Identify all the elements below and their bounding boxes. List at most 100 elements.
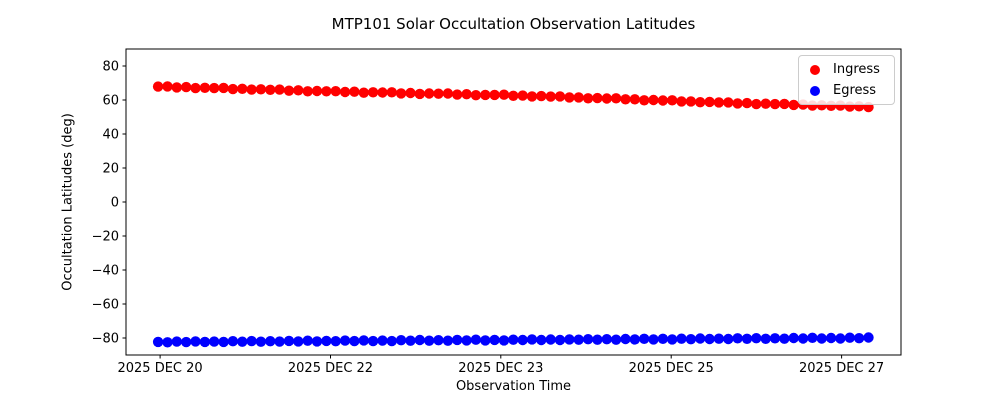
legend-label-ingress: Ingress [833, 62, 880, 77]
ingress-data-point [302, 86, 313, 97]
egress-data-point [835, 333, 846, 344]
ingress-data-point [751, 98, 762, 110]
egress-data-point [265, 336, 276, 347]
ingress-data-point [713, 97, 725, 108]
egress-data-point [788, 332, 799, 344]
ingress-data-point [554, 91, 566, 102]
egress-data-point [769, 333, 781, 344]
egress-data-point [517, 334, 528, 346]
ingress-data-point [592, 92, 603, 104]
egress-data-point [480, 335, 491, 346]
egress-data-point [171, 336, 182, 347]
egress-data-point [592, 334, 603, 345]
ingress-data-point [620, 94, 631, 105]
egress-data-point [816, 333, 827, 344]
egress-data-point [582, 334, 594, 345]
ingress-data-point [610, 93, 622, 104]
egress-marker-icon [810, 85, 820, 96]
egress-data-point [667, 334, 678, 345]
ingress-data-point [433, 88, 444, 99]
y-tick-label: 80 [102, 60, 119, 75]
egress-data-point [339, 335, 351, 346]
egress-data-point [358, 335, 369, 346]
egress-data-point [199, 336, 211, 348]
egress-data-point [685, 334, 697, 345]
ingress-data-point [526, 91, 538, 102]
ingress-data-point [489, 89, 500, 101]
egress-data-point [442, 335, 454, 346]
ingress-data-point [255, 84, 267, 95]
egress-data-point [237, 336, 248, 347]
egress-data-point [704, 333, 715, 345]
ingress-data-point [536, 90, 547, 102]
y-tick-label: 60 [102, 94, 119, 109]
ingress-data-point [760, 98, 771, 109]
egress-data-point [498, 335, 510, 346]
ingress-data-point [667, 95, 678, 106]
legend-item-ingress: Ingress [805, 60, 888, 79]
ingress-data-point [582, 93, 594, 104]
ingress-data-point [676, 96, 687, 107]
x-tick-label: 2025 DEC 23 [458, 361, 543, 376]
ingress-data-point [321, 86, 332, 97]
egress-data-point [526, 334, 538, 345]
y-axis-label: Occultation Latitudes (deg) [60, 113, 76, 291]
ingress-data-point [685, 96, 697, 107]
egress-data-point [610, 334, 622, 345]
ingress-data-point [283, 85, 295, 96]
ingress-data-point [442, 88, 454, 99]
ingress-data-point [424, 88, 435, 99]
ingress-data-point [573, 92, 584, 103]
ingress-data-point [395, 88, 407, 99]
x-tick-label: 2025 DEC 27 [799, 361, 884, 376]
egress-data-point [321, 335, 332, 347]
egress-data-point [732, 333, 743, 344]
ingress-data-point [517, 90, 528, 101]
egress-data-point [629, 334, 640, 345]
egress-data-point [152, 336, 164, 348]
ingress-data-point [545, 91, 556, 102]
ingress-data-point [639, 95, 650, 106]
egress-data-point [181, 336, 192, 348]
egress-data-point [853, 333, 865, 344]
ingress-data-point [508, 90, 519, 102]
egress-data-point [489, 334, 500, 346]
egress-data-point [825, 332, 837, 344]
ingress-data-point [386, 87, 397, 98]
ingress-data-point [162, 81, 173, 92]
ingress-data-point [181, 81, 192, 93]
egress-data-point [218, 336, 229, 348]
ingress-data-point [564, 92, 575, 103]
egress-data-point [424, 335, 435, 346]
egress-data-point [349, 335, 360, 347]
ingress-data-point [788, 99, 799, 111]
egress-data-point [760, 333, 771, 344]
egress-data-point [601, 334, 612, 345]
egress-data-point [452, 334, 463, 346]
egress-data-point [779, 333, 790, 344]
ingress-marker-icon [810, 64, 820, 75]
ingress-data-point [367, 87, 379, 98]
ingress-data-point [199, 82, 211, 94]
ingress-data-point [237, 83, 248, 95]
ingress-data-point [648, 94, 659, 106]
ingress-data-point [498, 89, 510, 100]
ingress-data-point [152, 81, 164, 92]
ingress-data-point [769, 98, 781, 110]
egress-data-point [554, 334, 566, 346]
egress-data-point [536, 334, 547, 346]
ingress-data-point [246, 84, 257, 95]
egress-data-point [657, 333, 669, 344]
ingress-data-point [704, 96, 715, 108]
egress-data-point [162, 337, 173, 348]
egress-data-point [255, 336, 267, 347]
x-axis-label: Observation Time [455, 379, 572, 394]
egress-data-point [461, 335, 472, 346]
egress-data-point [676, 333, 687, 344]
egress-data-point [723, 333, 734, 345]
ingress-data-point [339, 86, 351, 98]
ingress-data-point [265, 84, 276, 96]
egress-data-point [190, 336, 201, 347]
ingress-data-point [779, 98, 790, 110]
y-tick-label: 20 [102, 162, 119, 177]
